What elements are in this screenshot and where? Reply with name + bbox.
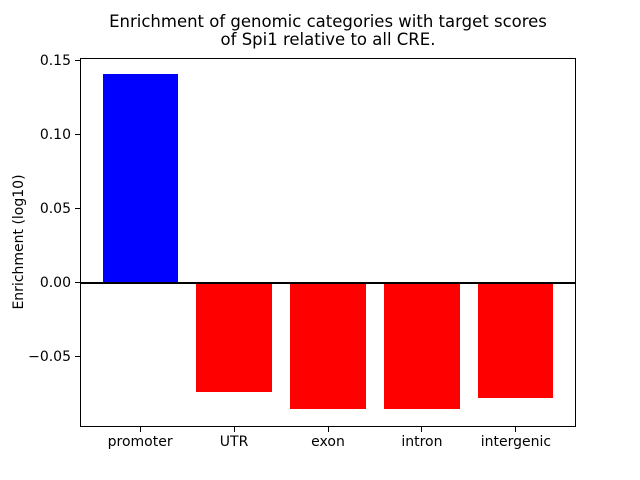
y-tick-label: −0.05	[28, 348, 71, 365]
y-tick-mark	[75, 208, 80, 210]
x-tick-mark	[327, 427, 329, 433]
y-tick-label: 0.05	[39, 200, 71, 217]
bar-UTR	[196, 282, 272, 393]
y-tick-mark	[75, 60, 80, 62]
x-tick-mark	[515, 427, 517, 433]
zero-line	[80, 281, 576, 284]
y-tick-mark	[75, 282, 80, 284]
x-tick-label-intron: intron	[401, 434, 443, 451]
y-tick-mark	[75, 356, 80, 358]
y-tick-label: 0.00	[39, 274, 71, 291]
chart-title: Enrichment of genomic categories with ta…	[109, 12, 547, 49]
x-tick-mark	[421, 427, 423, 433]
x-tick-mark	[233, 427, 235, 433]
y-tick-label: 0.15	[39, 52, 71, 69]
bar-promoter	[102, 73, 178, 283]
x-tick-label-UTR: UTR	[219, 434, 249, 451]
x-tick-mark	[139, 427, 141, 433]
x-tick-label-promoter: promoter	[107, 434, 173, 451]
bar-intergenic	[478, 282, 554, 399]
bar-exon	[290, 282, 366, 409]
y-tick-label: 0.10	[39, 126, 71, 143]
y-tick-mark	[75, 134, 80, 136]
bar-intron	[384, 282, 460, 409]
x-tick-label-exon: exon	[311, 434, 345, 451]
x-tick-label-intergenic: intergenic	[480, 434, 552, 451]
